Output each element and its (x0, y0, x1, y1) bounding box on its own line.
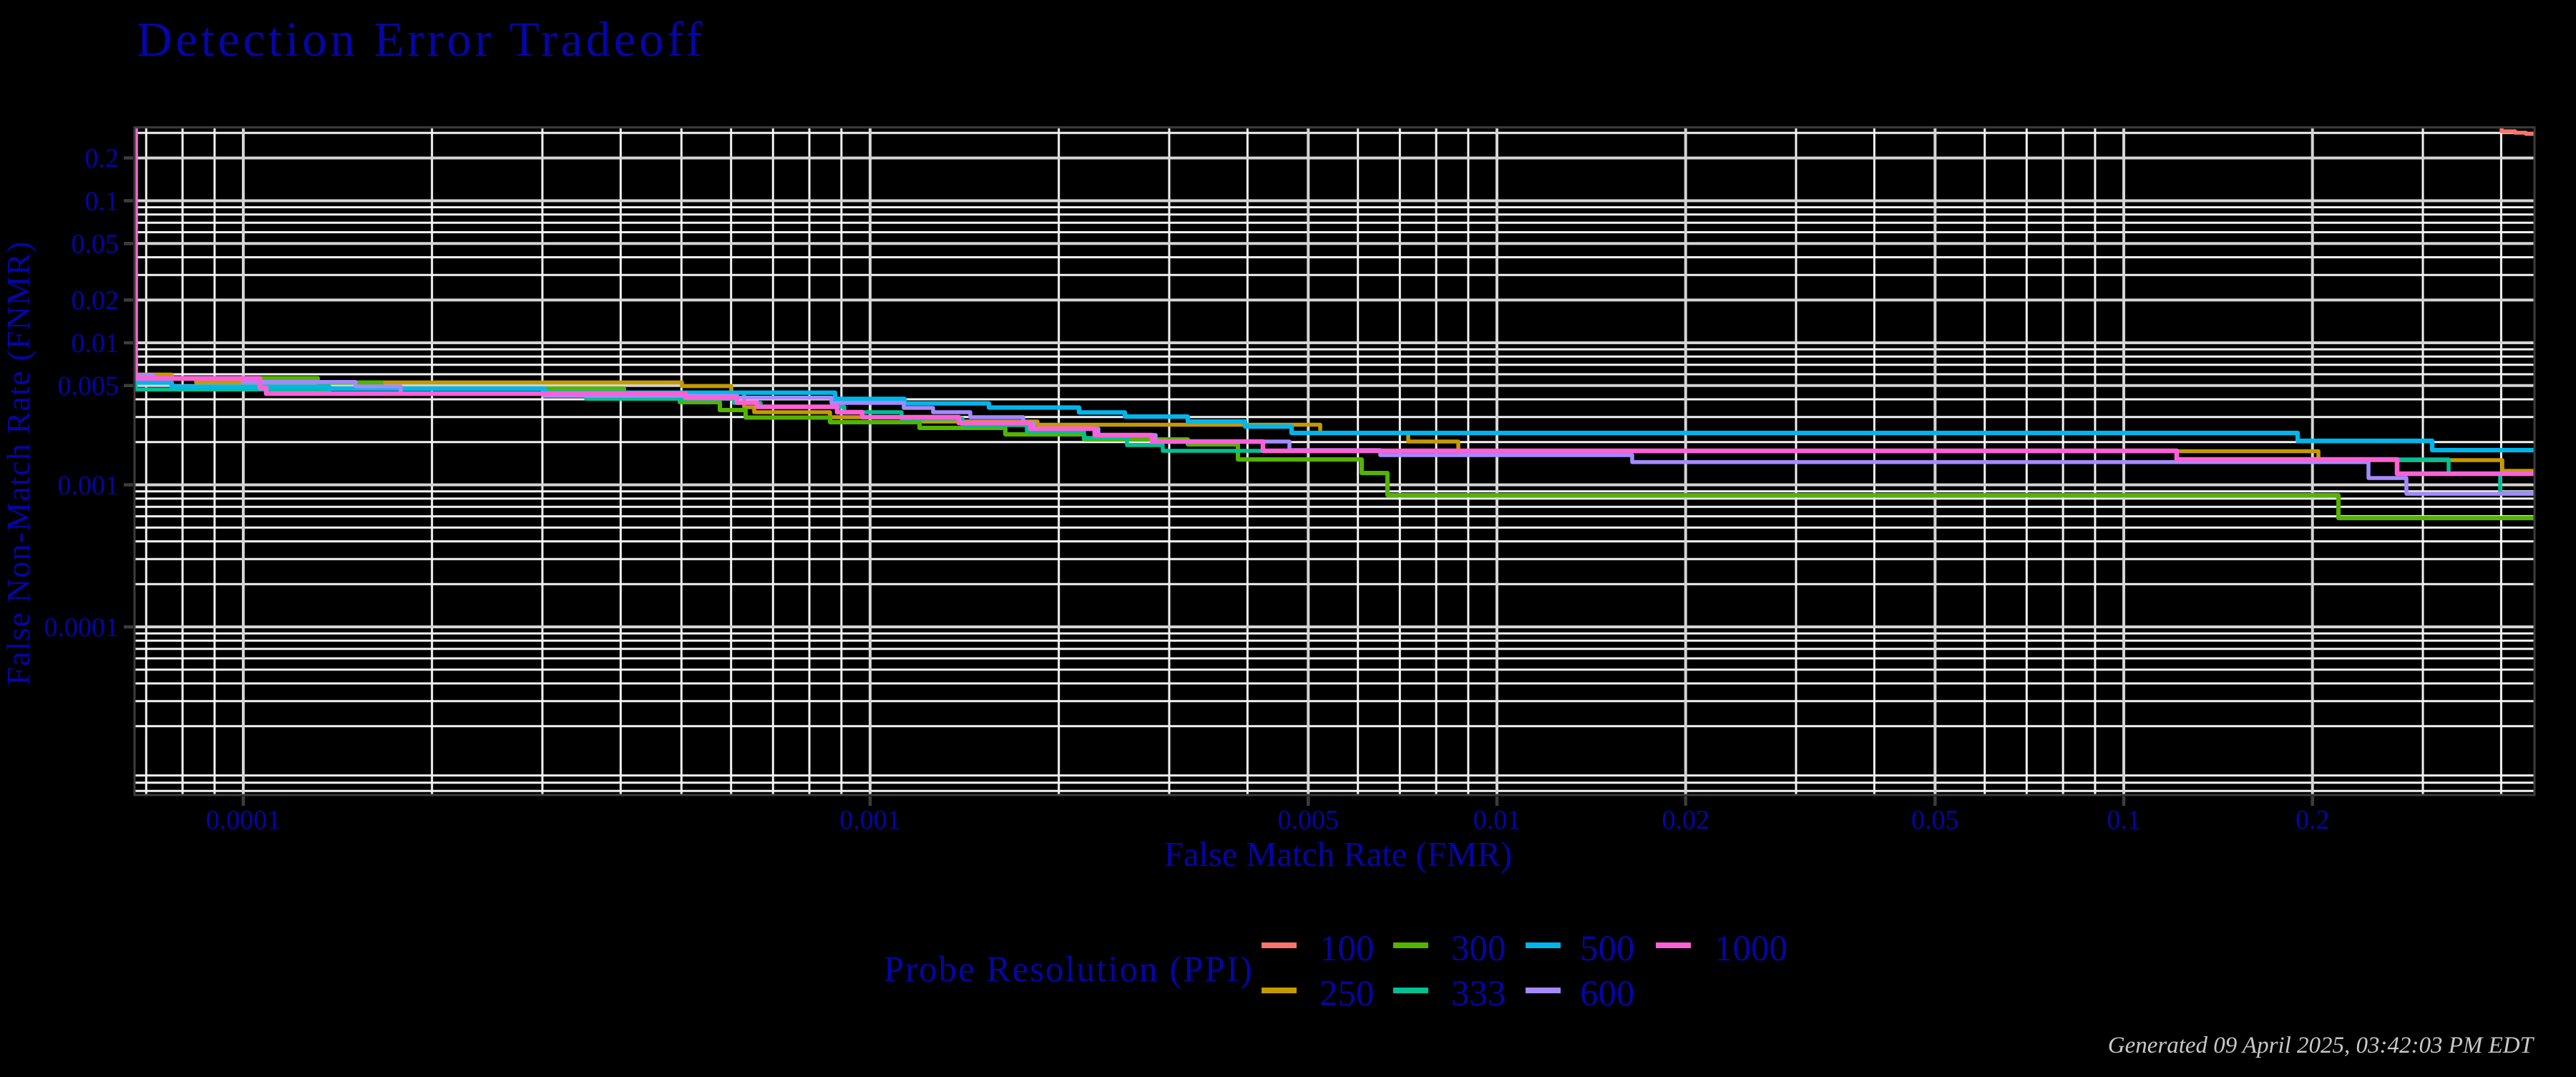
svg-text:0.05: 0.05 (1911, 805, 1959, 835)
svg-text:0.2: 0.2 (85, 144, 119, 174)
svg-text:333: 333 (1451, 974, 1506, 1014)
svg-text:500: 500 (1580, 929, 1635, 969)
svg-text:Generated 09 April 2025, 03:42: Generated 09 April 2025, 03:42:03 PM EDT (2108, 1033, 2535, 1058)
svg-text:0.02: 0.02 (72, 286, 119, 316)
svg-text:0.1: 0.1 (2107, 805, 2141, 835)
svg-text:Detection Error Tradeoff: Detection Error Tradeoff (137, 12, 706, 67)
svg-text:0.0001: 0.0001 (206, 805, 281, 835)
svg-text:600: 600 (1580, 974, 1635, 1014)
svg-text:False Non-Match Rate (FNMR): False Non-Match Rate (FNMR) (0, 240, 36, 685)
svg-text:250: 250 (1319, 974, 1375, 1014)
svg-text:100: 100 (1319, 929, 1375, 969)
svg-text:Probe Resolution (PPI): Probe Resolution (PPI) (884, 950, 1254, 990)
svg-text:1000: 1000 (1714, 929, 1787, 969)
svg-text:0.02: 0.02 (1662, 805, 1709, 835)
svg-text:0.005: 0.005 (58, 371, 119, 401)
svg-text:0.01: 0.01 (1473, 805, 1521, 835)
svg-text:0.001: 0.001 (839, 805, 901, 835)
svg-text:0.005: 0.005 (1278, 805, 1340, 835)
svg-text:0.1: 0.1 (85, 186, 119, 216)
svg-text:300: 300 (1451, 929, 1506, 969)
svg-text:0.2: 0.2 (2296, 805, 2330, 835)
svg-text:0.0001: 0.0001 (44, 613, 119, 643)
svg-text:0.001: 0.001 (58, 470, 119, 500)
svg-text:False Match Rate (FMR): False Match Rate (FMR) (1164, 836, 1512, 874)
svg-text:0.01: 0.01 (72, 328, 119, 359)
svg-text:0.05: 0.05 (72, 229, 119, 259)
